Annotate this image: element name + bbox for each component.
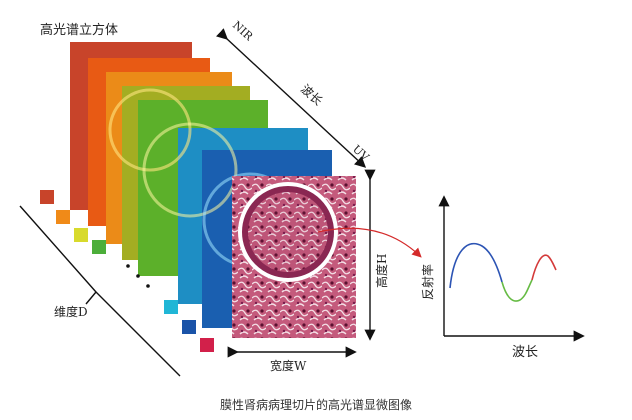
reflectance-label: 反射率 (420, 264, 435, 300)
band-squares (40, 190, 214, 352)
width-label: 宽度W (270, 358, 307, 373)
band-square-2 (56, 210, 70, 224)
curve-red-segment (531, 254, 557, 281)
cube-title: 高光谱立方体 (40, 22, 118, 38)
band-square-7 (200, 338, 214, 352)
band-square-5 (164, 300, 178, 314)
band-square-4 (92, 240, 106, 254)
chart-x-label: 波长 (512, 345, 538, 360)
dimension-bracket (19, 205, 181, 377)
reflectance-chart: 反射率 波长 (420, 195, 585, 360)
uv-label: UV (350, 143, 372, 165)
figure-caption: 膜性肾病病理切片的高光谱显微图像 (219, 398, 412, 412)
band-square-1 (40, 190, 54, 204)
curve-blue-segment (449, 242, 503, 289)
wavelength-axis-label: 波长 (298, 82, 325, 108)
dimension-label: 维度D (54, 304, 88, 319)
curve-green-segment (501, 279, 533, 302)
wavelength-arrow (216, 28, 367, 168)
band-square-6 (182, 320, 196, 334)
height-label: 高度H (374, 254, 389, 288)
band-square-3 (74, 228, 88, 242)
ellipsis-dots (126, 264, 150, 288)
pointer-arrow (317, 227, 422, 258)
nir-label: NIR (230, 19, 256, 44)
